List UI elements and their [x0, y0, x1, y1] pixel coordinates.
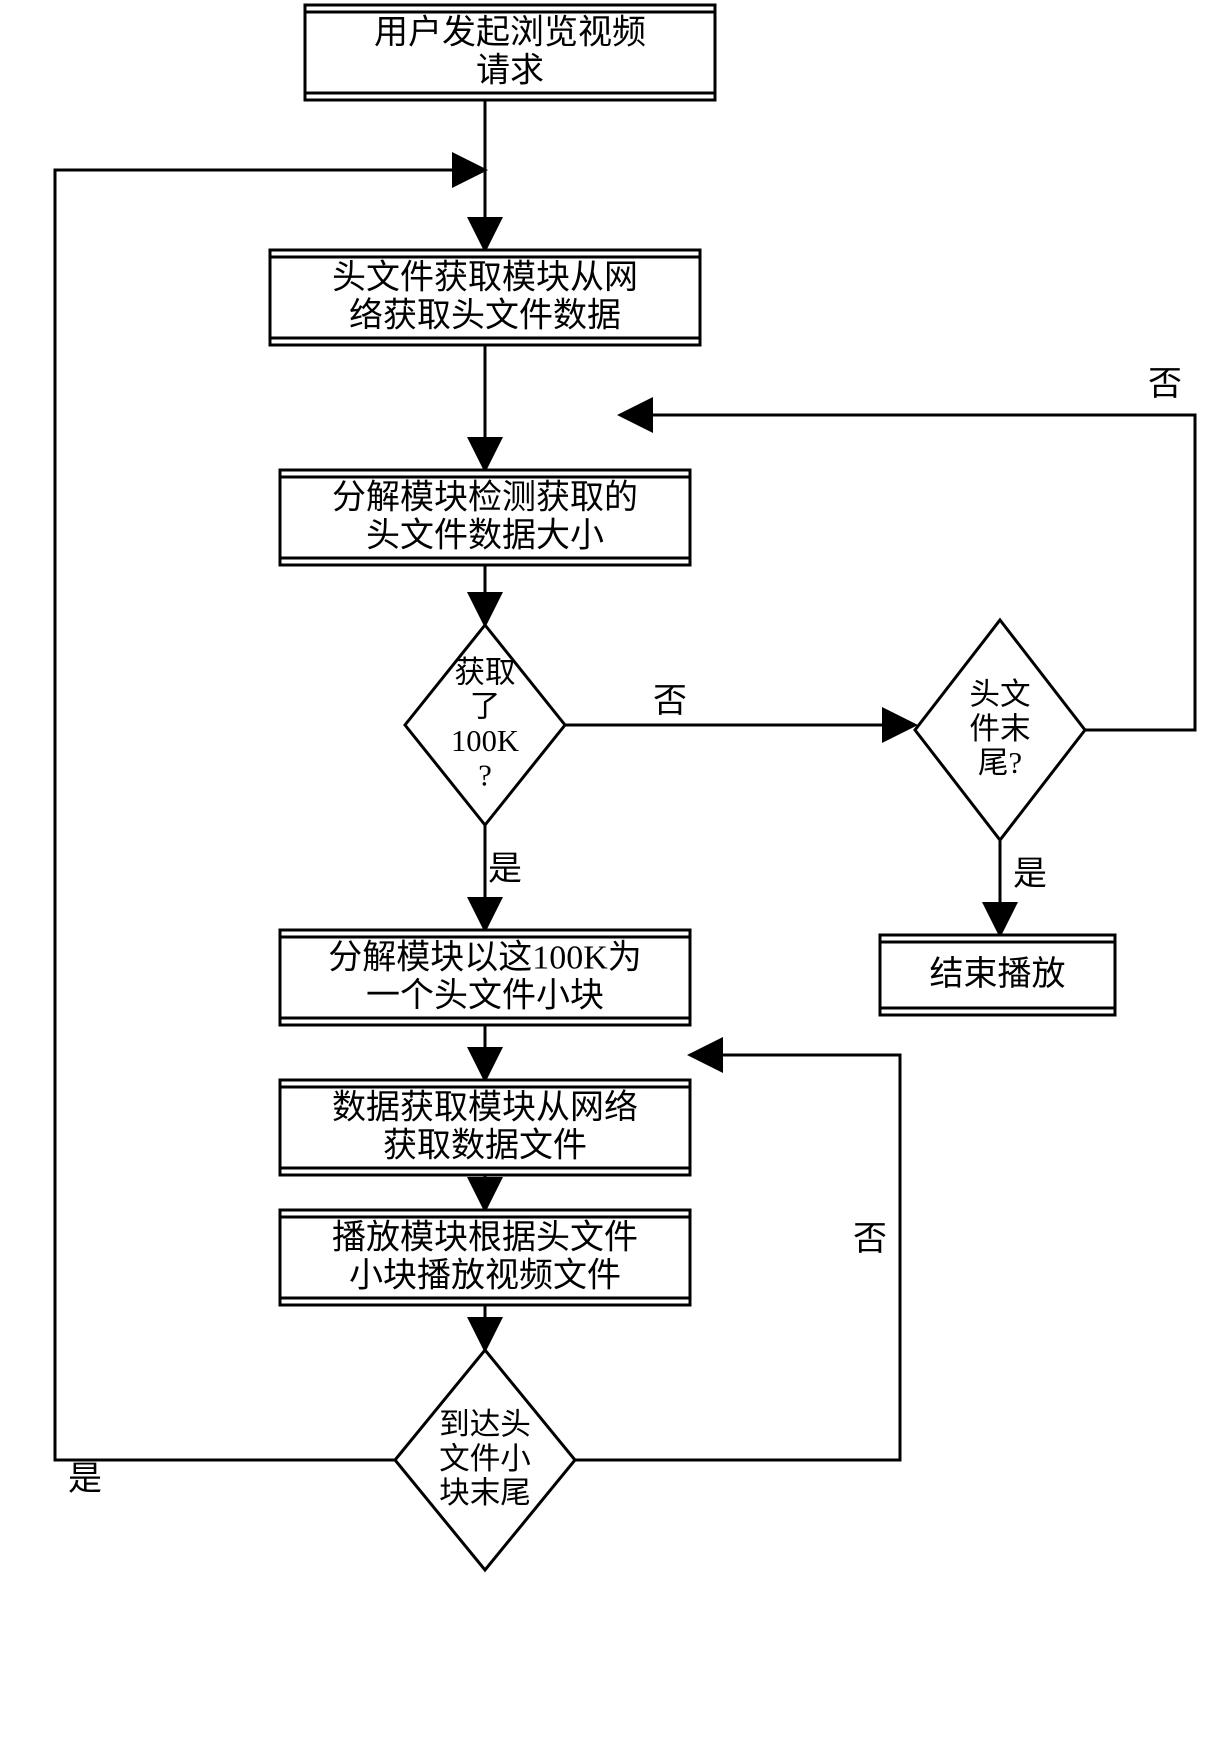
svg-text:100K: 100K — [451, 724, 519, 758]
svg-text:头文件获取模块从网: 头文件获取模块从网 — [332, 258, 638, 296]
svg-text:分解模块检测获取的: 分解模块检测获取的 — [332, 478, 638, 516]
svg-text:分解模块以这100K为: 分解模块以这100K为 — [328, 938, 642, 976]
svg-text:络获取头文件数据: 络获取头文件数据 — [349, 296, 621, 334]
svg-text:件末: 件末 — [969, 712, 1030, 746]
svg-text:?: ? — [478, 758, 492, 792]
edge-5 — [620, 415, 1195, 730]
edge-label-3: 是 — [488, 851, 522, 888]
edge-label-10: 否 — [853, 1221, 887, 1258]
svg-text:到达头: 到达头 — [439, 1408, 531, 1442]
svg-text:一个头文件小块: 一个头文件小块 — [366, 976, 604, 1014]
edge-label-6: 是 — [1013, 856, 1047, 893]
svg-text:头文: 头文 — [969, 678, 1030, 712]
svg-text:了: 了 — [470, 690, 501, 724]
edge-label-11: 是 — [68, 1461, 102, 1498]
svg-text:数据获取模块从网络: 数据获取模块从网络 — [332, 1088, 638, 1126]
svg-text:播放模块根据头文件: 播放模块根据头文件 — [332, 1218, 638, 1256]
edge-label-4: 否 — [653, 683, 687, 720]
svg-text:块末尾: 块末尾 — [439, 1476, 531, 1510]
svg-text:获取数据文件: 获取数据文件 — [383, 1126, 587, 1164]
svg-text:用户发起浏览视频: 用户发起浏览视频 — [374, 13, 646, 51]
svg-text:请求: 请求 — [476, 52, 544, 89]
edge-label-5: 否 — [1148, 366, 1182, 403]
svg-text:小块播放视频文件: 小块播放视频文件 — [349, 1256, 621, 1294]
svg-text:获取: 获取 — [454, 655, 515, 689]
svg-text:头文件数据大小: 头文件数据大小 — [366, 516, 604, 554]
svg-text:结束播放: 结束播放 — [930, 955, 1066, 993]
svg-text:尾?: 尾? — [978, 746, 1022, 780]
svg-text:文件小: 文件小 — [439, 1442, 531, 1476]
